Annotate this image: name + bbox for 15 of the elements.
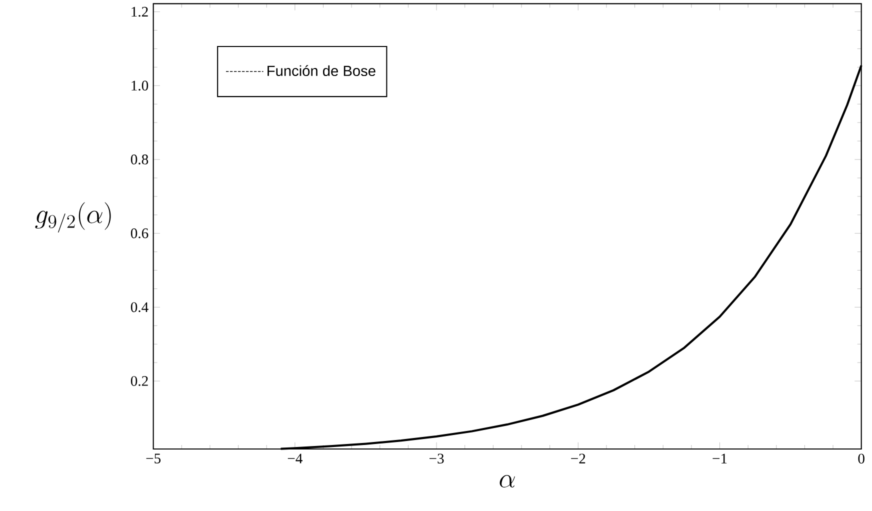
y-tick-label: 0.6 [130, 228, 148, 238]
x-tick-label: 0 [858, 454, 864, 464]
x-axis-title: $\alpha$ [500, 475, 515, 488]
y-tick-label: 1.0 [132, 80, 148, 91]
x-tick-label: −1 [712, 454, 727, 464]
x-tick-label: −3 [429, 454, 444, 464]
x-tick-label: −4 [288, 454, 302, 464]
y-tick-label: 0.2 [130, 376, 148, 386]
legend-label: Función de Bose [268, 65, 376, 76]
y-tick-label: 0.8 [130, 154, 148, 164]
y-tick-label: 1.2 [132, 6, 148, 17]
x-tick-label: −2 [571, 454, 586, 464]
x-tick-label: −5 [146, 454, 161, 464]
y-axis-title: $g_{9/2}(\alpha)$ [35, 202, 111, 233]
y-tick-label: 0.4 [130, 302, 148, 312]
